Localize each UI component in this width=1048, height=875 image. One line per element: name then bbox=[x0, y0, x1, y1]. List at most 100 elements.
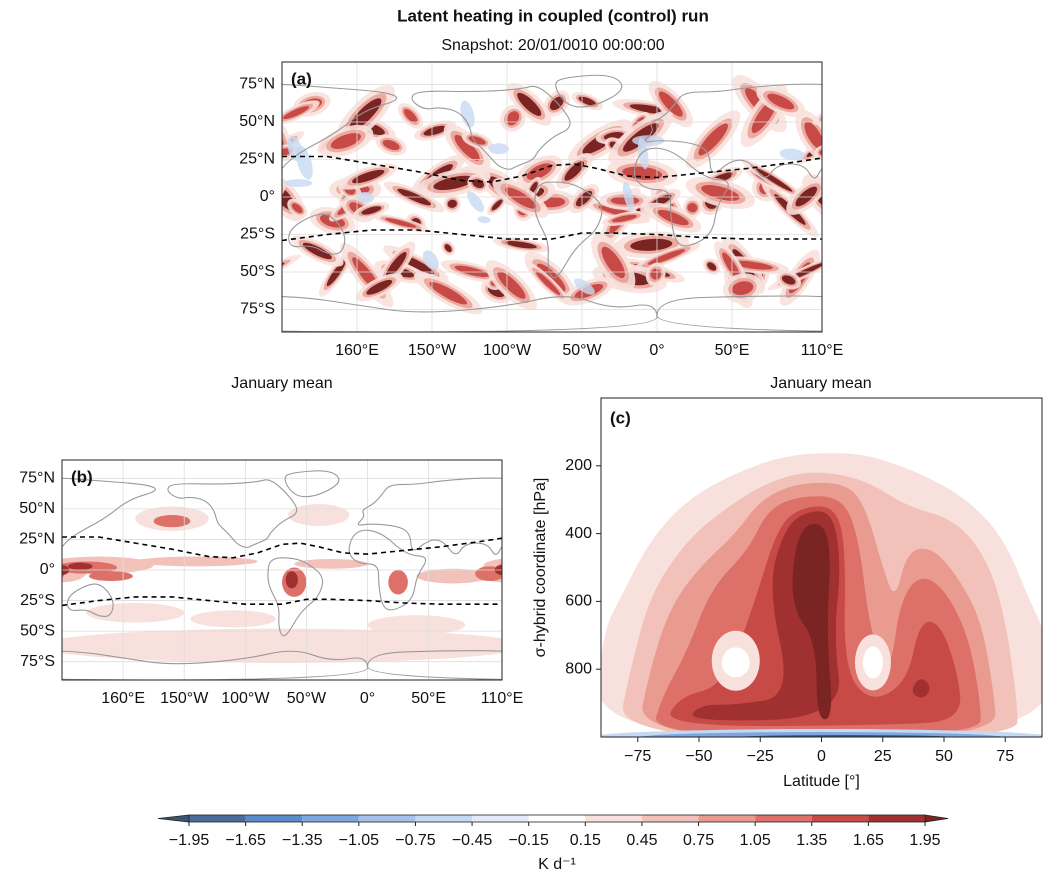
field-contour bbox=[707, 262, 717, 271]
dashed-boundary bbox=[62, 536, 502, 559]
x-tick-label: 150°W bbox=[408, 342, 457, 359]
field-contour bbox=[31, 275, 57, 297]
field-contour bbox=[187, 276, 219, 301]
field-contour bbox=[564, 161, 585, 181]
field-contour bbox=[830, 201, 844, 215]
field-contour bbox=[924, 216, 957, 229]
y-tick-label: 75°S bbox=[240, 301, 275, 318]
field-contour bbox=[505, 187, 536, 209]
field-contour bbox=[0, 155, 20, 187]
field-contour bbox=[168, 170, 194, 186]
figure-title: Latent heating in coupled (control) run bbox=[397, 6, 709, 25]
field-contour bbox=[213, 169, 242, 188]
field-contour bbox=[0, 176, 18, 212]
x-tick-label: 0° bbox=[360, 690, 375, 707]
coastline bbox=[534, 181, 603, 279]
field-contour bbox=[637, 137, 649, 170]
field-contour bbox=[882, 182, 897, 196]
x-tick-label: 150°W bbox=[160, 690, 209, 707]
field-contour bbox=[860, 139, 872, 151]
field-contour bbox=[1040, 237, 1048, 252]
field-contour bbox=[75, 161, 129, 185]
field-contour bbox=[698, 123, 728, 156]
panel-title: January mean bbox=[770, 375, 871, 392]
coastline bbox=[829, 214, 885, 254]
field-contour bbox=[225, 91, 256, 113]
colorbar-tick-label: −1.65 bbox=[225, 832, 266, 849]
field-contour bbox=[180, 270, 224, 306]
coastline bbox=[66, 583, 114, 617]
field-contour bbox=[936, 186, 972, 208]
field-contour bbox=[52, 200, 103, 223]
field-contour bbox=[86, 603, 185, 623]
field-contour bbox=[1035, 100, 1048, 137]
field-contour bbox=[61, 208, 108, 229]
field-contour bbox=[296, 145, 313, 180]
field-contour bbox=[0, 85, 35, 122]
field-contour bbox=[804, 121, 822, 150]
field-contour bbox=[0, 77, 18, 133]
field-contour bbox=[781, 275, 796, 285]
field-contour bbox=[153, 515, 191, 528]
field-contour bbox=[60, 129, 88, 144]
field-contour bbox=[885, 164, 931, 190]
field-contour bbox=[97, 184, 144, 218]
field-contour bbox=[847, 202, 899, 239]
colorbar-tick-label: −0.45 bbox=[452, 832, 493, 849]
field-contour bbox=[987, 199, 998, 209]
field-contour bbox=[840, 96, 863, 112]
field-contour bbox=[873, 237, 941, 314]
field-contour bbox=[918, 245, 953, 285]
colorbar-tick-label: 1.35 bbox=[796, 832, 827, 849]
field-contour bbox=[877, 190, 919, 228]
field-contour bbox=[201, 84, 238, 122]
field-contour bbox=[868, 77, 943, 152]
y-tick-label: 75°N bbox=[19, 470, 55, 487]
field-contour bbox=[885, 110, 939, 147]
map-area bbox=[62, 460, 631, 680]
y-tick-label: 75°S bbox=[20, 653, 55, 670]
colorbar-segment bbox=[585, 815, 642, 822]
x-tick-label: 0 bbox=[817, 748, 826, 765]
colorbar-tick-label: −1.95 bbox=[169, 832, 210, 849]
field-contour bbox=[876, 158, 940, 195]
field-contour bbox=[116, 207, 151, 229]
field-contour bbox=[30, 185, 59, 213]
field-contour bbox=[611, 214, 637, 223]
colorbar-segment bbox=[868, 815, 925, 822]
field-contour bbox=[795, 186, 818, 207]
field-contour bbox=[86, 259, 137, 283]
field-contour bbox=[869, 130, 903, 153]
contour-area bbox=[601, 453, 1042, 737]
x-tick-label: −50 bbox=[685, 748, 712, 765]
field-contour bbox=[930, 246, 983, 281]
field-contour bbox=[186, 257, 240, 274]
field-contour bbox=[1028, 262, 1048, 308]
field-contour bbox=[135, 556, 258, 567]
field-contour bbox=[62, 134, 89, 158]
field-contour bbox=[190, 610, 276, 628]
field-contour bbox=[1024, 192, 1048, 218]
field-contour bbox=[50, 258, 129, 298]
field-contour bbox=[854, 246, 898, 300]
field-contour bbox=[936, 251, 976, 277]
field-contour bbox=[594, 515, 631, 527]
field-contour bbox=[836, 236, 879, 266]
field-contour bbox=[288, 504, 350, 526]
coastline bbox=[952, 86, 1048, 169]
field-contour bbox=[66, 191, 116, 226]
field-contour bbox=[733, 735, 959, 737]
field-contour bbox=[872, 194, 904, 220]
field-contour bbox=[168, 237, 214, 296]
field-contour bbox=[17, 154, 51, 188]
y-tick-label: 0° bbox=[40, 561, 55, 578]
field-contour bbox=[145, 200, 160, 216]
field-contour bbox=[1041, 77, 1048, 133]
x-tick-label: 100°W bbox=[483, 342, 532, 359]
field-contour bbox=[930, 182, 978, 212]
coastline bbox=[288, 213, 346, 255]
y-axis-label: σ-hybrid coordinate [hPa] bbox=[532, 478, 549, 658]
field-contour bbox=[0, 181, 10, 206]
x-tick-label: 50°E bbox=[411, 690, 446, 707]
